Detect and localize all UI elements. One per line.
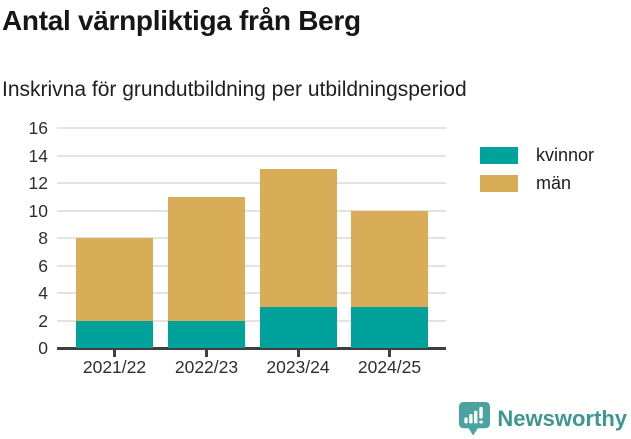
y-tick-label: 0 <box>38 338 48 358</box>
gridline-14 <box>57 154 446 157</box>
gridline-10 <box>57 209 446 212</box>
x-tick-mark <box>205 350 208 357</box>
x-tick-label: 2024/25 <box>357 357 422 377</box>
bar-segment-kvinnor <box>351 306 428 348</box>
y-tick-label: 10 <box>28 200 48 221</box>
gridline-8 <box>57 237 446 239</box>
y-tick-label: 8 <box>38 228 48 248</box>
x-tick-label: 2021/22 <box>82 357 147 377</box>
bar-segment-män <box>168 196 245 321</box>
y-tick-label: 6 <box>38 255 48 276</box>
newsworthy-logo-icon <box>459 402 491 436</box>
chart-subtitle: Inskrivna för grundutbildning per utbild… <box>2 78 467 101</box>
x-axis-line <box>57 347 446 350</box>
bar-segment-män <box>259 169 337 307</box>
brand-name: Newsworthy <box>497 406 627 431</box>
legend: kvinnor män <box>480 145 595 203</box>
y-tick-label: 14 <box>28 145 48 166</box>
gridline-4 <box>57 292 446 294</box>
y-tick-label: 2 <box>38 310 48 331</box>
plot-area: 2021/22 2022/23 2023/24 2024/25 <box>57 127 446 377</box>
legend-swatch-kvinnor <box>480 147 518 164</box>
bar-segment-kvinnor <box>168 320 245 348</box>
gridline-6 <box>57 264 446 267</box>
chart-title: Antal värnpliktiga från Berg <box>2 5 361 36</box>
legend-swatch-män <box>480 175 518 192</box>
y-tick-label: 4 <box>38 283 48 303</box>
gridline-2 <box>57 319 446 322</box>
legend-label: kvinnor <box>536 145 595 165</box>
bar-segment-män <box>76 238 153 321</box>
bar-segment-män <box>351 210 428 307</box>
legend-item-män: män <box>480 173 594 193</box>
legend-item-kvinnor: kvinnor <box>480 145 595 165</box>
brand-footer: Newsworthy <box>459 402 627 436</box>
bar-segment-kvinnor <box>259 306 337 348</box>
y-tick-label: 16 <box>28 118 48 138</box>
x-tick-label: 2022/23 <box>174 357 239 377</box>
x-tick-label: 2023/24 <box>266 357 330 377</box>
x-tick-mark <box>113 350 116 357</box>
x-tick-mark <box>296 350 300 357</box>
gridline-12 <box>57 182 446 184</box>
bar-segment-kvinnor <box>76 320 153 348</box>
gridline-16 <box>57 127 446 129</box>
y-tick-label: 12 <box>28 173 48 193</box>
y-axis: 0 2 4 6 8 10 12 14 16 <box>0 118 48 358</box>
legend-label: män <box>536 173 572 193</box>
x-tick-mark <box>388 350 391 357</box>
